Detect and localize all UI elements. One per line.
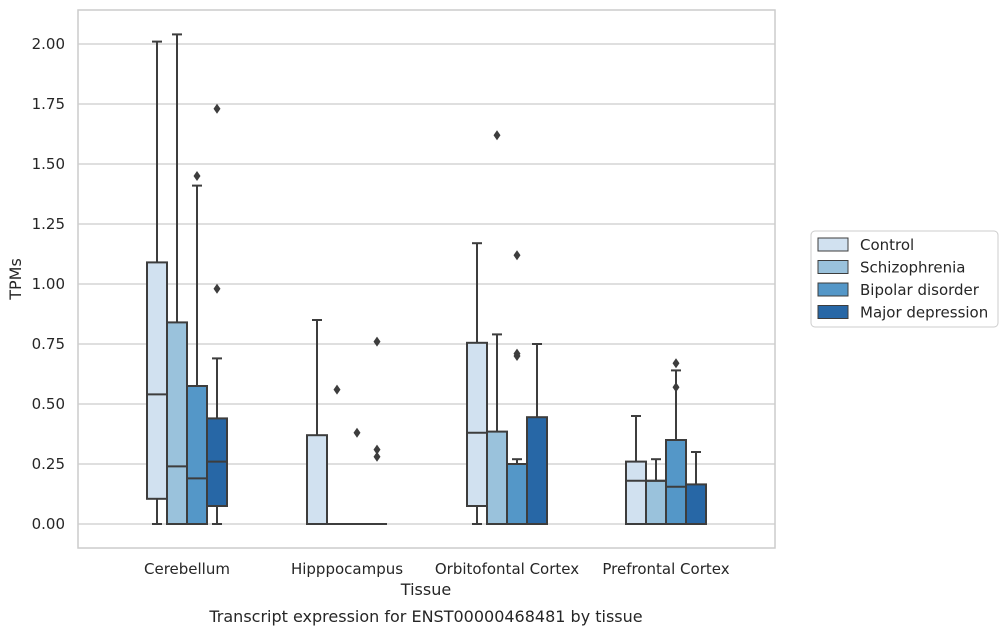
box-bipolar-disorder-2 bbox=[506, 250, 528, 525]
box-rect bbox=[166, 321, 188, 525]
legend-item: Control bbox=[817, 236, 914, 254]
y-tick-label: 1.00 bbox=[32, 275, 65, 293]
legend-item: Schizophrenia bbox=[817, 259, 965, 277]
x-axis-label: Tissue bbox=[400, 580, 451, 599]
outlier-point bbox=[672, 358, 680, 369]
legend-swatch bbox=[817, 237, 849, 252]
box-major-depression-3 bbox=[685, 451, 707, 525]
legend-swatch bbox=[817, 305, 849, 319]
box-schizophrenia-3 bbox=[645, 458, 667, 525]
box-rect bbox=[486, 430, 508, 526]
box-major-depression-2 bbox=[526, 343, 548, 526]
y-tick-label: 1.75 bbox=[32, 95, 65, 113]
y-axis-label: TPMs bbox=[6, 258, 25, 301]
outlier-point bbox=[373, 451, 381, 462]
y-tick-label: 0.25 bbox=[32, 455, 65, 473]
y-axis-ticks: 0.00 0.25 0.50 0.75 1.00 1.25 1.50 1.75 2.00 bbox=[32, 35, 65, 533]
outlier-point bbox=[513, 351, 521, 361]
legend-label: Control bbox=[860, 236, 914, 254]
outlier-point bbox=[353, 427, 361, 438]
boxes bbox=[146, 33, 707, 526]
box-schizophrenia-1 bbox=[327, 384, 347, 525]
x-tick-label: Cerebellum bbox=[144, 560, 230, 578]
legend-label: Major depression bbox=[860, 304, 988, 322]
plot-area-border bbox=[77, 9, 776, 549]
y-tick-label: 0.75 bbox=[32, 335, 65, 353]
x-tick-label: Hipppocampus bbox=[291, 560, 403, 578]
outlier-point bbox=[373, 444, 381, 455]
box-rect bbox=[625, 460, 647, 526]
box-major-depression-1 bbox=[367, 336, 387, 525]
outlier-point bbox=[672, 382, 680, 393]
box-bipolar-disorder-1 bbox=[347, 427, 367, 525]
box-rect bbox=[506, 463, 528, 525]
outlier-point bbox=[333, 384, 341, 395]
y-tick-label: 1.50 bbox=[32, 155, 65, 173]
chart-caption: Transcript expression for ENST0000046848… bbox=[208, 607, 642, 626]
box-rect bbox=[186, 385, 208, 525]
legend: Control Schizophrenia Bipolar disorder Majo… bbox=[810, 230, 999, 328]
box-control-3 bbox=[625, 415, 647, 526]
legend-label: Schizophrenia bbox=[860, 259, 965, 277]
x-axis-ticks: Cerebellum Hipppocampus Orbitofontal Corte… bbox=[144, 560, 730, 578]
outlier-point bbox=[193, 171, 201, 181]
box-major-depression-0 bbox=[206, 103, 228, 525]
y-tick-label: 1.25 bbox=[32, 215, 65, 233]
outlier-point bbox=[373, 336, 381, 347]
legend-item: Major depression bbox=[817, 304, 988, 322]
box-rect bbox=[146, 261, 168, 500]
box-control-0 bbox=[146, 40, 168, 525]
outlier-point bbox=[513, 250, 521, 261]
legend-label: Bipolar disorder bbox=[860, 281, 980, 299]
x-tick-label: Prefrontal Cortex bbox=[602, 560, 729, 578]
box-rect bbox=[685, 483, 707, 525]
box-bipolar-disorder-3 bbox=[665, 358, 687, 525]
box-control-2 bbox=[466, 242, 488, 525]
box-rect bbox=[665, 439, 687, 525]
box-rect bbox=[526, 416, 548, 526]
box-schizophrenia-2 bbox=[486, 130, 508, 526]
box-rect bbox=[466, 341, 488, 507]
y-tick-label: 0.00 bbox=[32, 515, 65, 533]
outlier-point bbox=[493, 130, 501, 141]
x-tick-label: Orbitofontal Cortex bbox=[435, 560, 579, 578]
legend-frame bbox=[810, 230, 999, 328]
outlier-point bbox=[213, 283, 221, 294]
legend-item: Bipolar disorder bbox=[817, 281, 980, 299]
box-schizophrenia-0 bbox=[166, 33, 188, 525]
y-tick-label: 0.50 bbox=[32, 395, 65, 413]
box-control-1 bbox=[306, 319, 328, 526]
legend-swatch bbox=[817, 260, 849, 274]
y-tick-label: 2.00 bbox=[32, 35, 65, 53]
box-rect bbox=[306, 434, 328, 526]
box-bipolar-disorder-0 bbox=[186, 171, 208, 525]
box-rect bbox=[645, 479, 667, 525]
outlier-point bbox=[213, 103, 221, 114]
legend-swatch bbox=[817, 282, 849, 297]
